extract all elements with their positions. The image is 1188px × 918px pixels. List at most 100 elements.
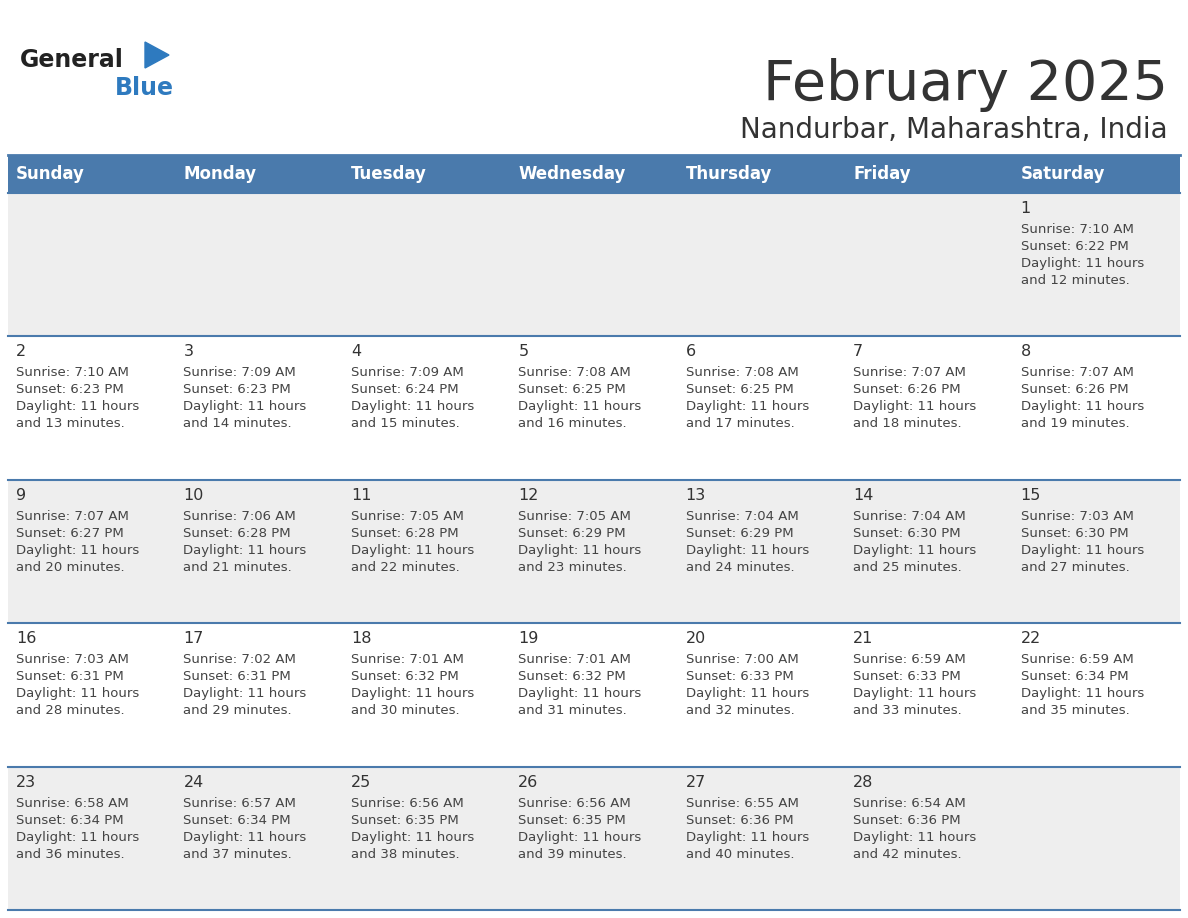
Text: and 40 minutes.: and 40 minutes. [685,847,795,860]
Text: Sunset: 6:24 PM: Sunset: 6:24 PM [350,384,459,397]
Text: and 21 minutes.: and 21 minutes. [183,561,292,574]
Text: Daylight: 11 hours: Daylight: 11 hours [183,543,307,557]
Bar [176,155,343,193]
Text: Sunday: Sunday [15,165,84,183]
Text: 1: 1 [1020,201,1031,216]
Text: Daylight: 11 hours: Daylight: 11 hours [685,400,809,413]
Text: Sunrise: 6:57 AM: Sunrise: 6:57 AM [183,797,296,810]
Text: Sunset: 6:27 PM: Sunset: 6:27 PM [15,527,124,540]
Bar [8,155,176,193]
Text: Sunrise: 7:05 AM: Sunrise: 7:05 AM [518,509,631,522]
Text: Blue: Blue [115,76,173,100]
Text: Sunset: 6:28 PM: Sunset: 6:28 PM [350,527,459,540]
Text: Daylight: 11 hours: Daylight: 11 hours [685,688,809,700]
Text: Sunset: 6:34 PM: Sunset: 6:34 PM [183,813,291,826]
Text: 7: 7 [853,344,864,360]
Text: and 20 minutes.: and 20 minutes. [15,561,125,574]
Text: 6: 6 [685,344,696,360]
Bar [343,155,511,193]
Text: Sunset: 6:32 PM: Sunset: 6:32 PM [350,670,459,683]
Text: Daylight: 11 hours: Daylight: 11 hours [853,831,977,844]
Bar [8,336,1180,480]
Text: Daylight: 11 hours: Daylight: 11 hours [350,831,474,844]
Text: Sunset: 6:33 PM: Sunset: 6:33 PM [853,670,961,683]
Text: February 2025: February 2025 [763,58,1168,112]
Text: Sunset: 6:31 PM: Sunset: 6:31 PM [15,670,124,683]
Text: 5: 5 [518,344,529,360]
Text: 17: 17 [183,632,204,646]
Text: and 17 minutes.: and 17 minutes. [685,418,795,431]
Text: Sunset: 6:31 PM: Sunset: 6:31 PM [183,670,291,683]
Text: and 33 minutes.: and 33 minutes. [853,704,962,717]
Text: 23: 23 [15,775,36,789]
Text: Daylight: 11 hours: Daylight: 11 hours [853,400,977,413]
Text: Sunrise: 6:56 AM: Sunrise: 6:56 AM [350,797,463,810]
Text: Sunrise: 6:58 AM: Sunrise: 6:58 AM [15,797,128,810]
Text: and 22 minutes.: and 22 minutes. [350,561,460,574]
Text: Daylight: 11 hours: Daylight: 11 hours [350,543,474,557]
Text: Sunset: 6:35 PM: Sunset: 6:35 PM [350,813,459,826]
Text: and 37 minutes.: and 37 minutes. [183,847,292,860]
Text: Sunset: 6:35 PM: Sunset: 6:35 PM [518,813,626,826]
Text: Daylight: 11 hours: Daylight: 11 hours [15,831,139,844]
Text: Sunset: 6:26 PM: Sunset: 6:26 PM [1020,384,1129,397]
Text: Sunrise: 6:59 AM: Sunrise: 6:59 AM [853,654,966,666]
Text: Saturday: Saturday [1020,165,1105,183]
Text: 27: 27 [685,775,706,789]
Text: Sunset: 6:36 PM: Sunset: 6:36 PM [853,813,961,826]
Text: Sunrise: 7:08 AM: Sunrise: 7:08 AM [685,366,798,379]
Text: and 35 minutes.: and 35 minutes. [1020,704,1130,717]
Text: Daylight: 11 hours: Daylight: 11 hours [518,688,642,700]
Text: Sunset: 6:26 PM: Sunset: 6:26 PM [853,384,961,397]
Text: Sunset: 6:30 PM: Sunset: 6:30 PM [1020,527,1129,540]
Text: Thursday: Thursday [685,165,772,183]
Text: Daylight: 11 hours: Daylight: 11 hours [183,688,307,700]
Text: and 13 minutes.: and 13 minutes. [15,418,125,431]
Text: 15: 15 [1020,487,1041,503]
Text: and 14 minutes.: and 14 minutes. [183,418,292,431]
Text: 3: 3 [183,344,194,360]
Text: Sunset: 6:25 PM: Sunset: 6:25 PM [518,384,626,397]
Text: Daylight: 11 hours: Daylight: 11 hours [15,400,139,413]
Text: Sunrise: 7:05 AM: Sunrise: 7:05 AM [350,509,463,522]
Text: Sunrise: 7:09 AM: Sunrise: 7:09 AM [350,366,463,379]
Text: 26: 26 [518,775,538,789]
Text: Sunset: 6:22 PM: Sunset: 6:22 PM [1020,240,1129,253]
Text: 12: 12 [518,487,538,503]
Text: Sunrise: 7:07 AM: Sunrise: 7:07 AM [15,509,128,522]
Text: Daylight: 11 hours: Daylight: 11 hours [15,688,139,700]
Text: Sunset: 6:32 PM: Sunset: 6:32 PM [518,670,626,683]
Text: Daylight: 11 hours: Daylight: 11 hours [685,831,809,844]
Text: and 31 minutes.: and 31 minutes. [518,704,627,717]
Text: 25: 25 [350,775,371,789]
Text: Sunset: 6:29 PM: Sunset: 6:29 PM [685,527,794,540]
Text: and 24 minutes.: and 24 minutes. [685,561,795,574]
Text: Sunrise: 7:06 AM: Sunrise: 7:06 AM [183,509,296,522]
Text: Daylight: 11 hours: Daylight: 11 hours [1020,400,1144,413]
Text: Sunrise: 7:07 AM: Sunrise: 7:07 AM [853,366,966,379]
Text: Daylight: 11 hours: Daylight: 11 hours [853,543,977,557]
Text: 2: 2 [15,344,26,360]
Text: Friday: Friday [853,165,911,183]
Text: Sunrise: 7:08 AM: Sunrise: 7:08 AM [518,366,631,379]
Text: 13: 13 [685,487,706,503]
Bar [8,623,1180,767]
Text: and 19 minutes.: and 19 minutes. [1020,418,1130,431]
Text: Sunset: 6:23 PM: Sunset: 6:23 PM [183,384,291,397]
Text: Sunset: 6:29 PM: Sunset: 6:29 PM [518,527,626,540]
Text: and 38 minutes.: and 38 minutes. [350,847,460,860]
Text: Sunrise: 7:03 AM: Sunrise: 7:03 AM [1020,509,1133,522]
Text: Sunset: 6:34 PM: Sunset: 6:34 PM [1020,670,1129,683]
Text: and 28 minutes.: and 28 minutes. [15,704,125,717]
Text: Daylight: 11 hours: Daylight: 11 hours [518,400,642,413]
Text: Sunset: 6:25 PM: Sunset: 6:25 PM [685,384,794,397]
Text: 10: 10 [183,487,204,503]
Text: Nandurbar, Maharashtra, India: Nandurbar, Maharashtra, India [740,116,1168,144]
Text: Sunrise: 7:07 AM: Sunrise: 7:07 AM [1020,366,1133,379]
Bar [845,155,1012,193]
Text: Sunset: 6:28 PM: Sunset: 6:28 PM [183,527,291,540]
Text: 14: 14 [853,487,873,503]
Text: and 32 minutes.: and 32 minutes. [685,704,795,717]
Text: and 30 minutes.: and 30 minutes. [350,704,460,717]
Text: and 16 minutes.: and 16 minutes. [518,418,627,431]
